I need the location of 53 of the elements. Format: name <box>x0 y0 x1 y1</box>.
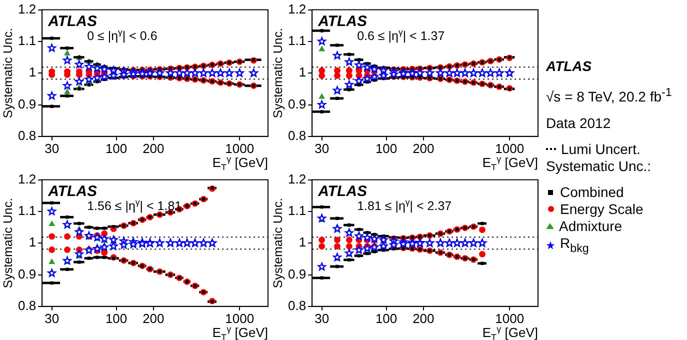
x-tick-label: 30 <box>44 140 60 156</box>
x-tick-label: 30 <box>314 140 330 156</box>
x-tick-label: 1000 <box>225 310 254 326</box>
y-tick-label: 0.9 <box>18 96 36 112</box>
y-axis-title: Systematic Unc. <box>1 198 15 288</box>
y-tick-label: 1 <box>298 64 306 80</box>
x-tick-label: 100 <box>105 140 128 156</box>
y-tick-label: 1.1 <box>288 203 306 218</box>
x-tick-label: 200 <box>412 140 434 156</box>
y-tick-label: 0.9 <box>288 96 306 112</box>
text: ATLAS <box>546 58 593 75</box>
x-tick-label: 1000 <box>495 140 524 156</box>
x-tick-label: 100 <box>105 310 128 326</box>
x-tick-label: 200 <box>142 140 164 156</box>
x-tick-label: 1000 <box>225 140 254 156</box>
y-axis-title: Systematic Unc. <box>271 28 285 118</box>
y-axis-title: Systematic Unc. <box>271 198 285 288</box>
x-tick-label: 100 <box>375 140 398 156</box>
y-tick-label: 1 <box>298 234 306 250</box>
x-tick-label: 30 <box>44 310 60 326</box>
y-tick-label: 0.9 <box>288 266 306 282</box>
y-tick-label: 1.1 <box>18 203 36 218</box>
legend-title: Systematic Unc.: <box>546 158 652 175</box>
annotation: ATLAS <box>47 12 97 30</box>
y-tick-label: 1.1 <box>18 33 36 48</box>
annotation: ATLAS <box>47 182 97 200</box>
text: √s = 8 TeV, 20.2 fb$^{-1}$ <box>546 85 673 106</box>
x-tick-label: 1000 <box>495 310 524 326</box>
x-tick-label: 30 <box>314 310 330 326</box>
legend-label: Admixture <box>559 218 622 235</box>
annotation: ATLAS <box>317 12 367 30</box>
y-tick-label: 1.2 <box>288 171 306 186</box>
y-tick-label: 1.2 <box>18 1 36 16</box>
y-tick-label: 1.1 <box>288 33 306 48</box>
x-tick-label: 200 <box>412 310 434 326</box>
y-tick-label: 0.8 <box>18 128 36 143</box>
y-tick-label: 1 <box>28 234 36 250</box>
y-tick-label: 0.8 <box>288 298 306 313</box>
y-tick-label: 1.2 <box>18 171 36 186</box>
y-tick-label: 1.2 <box>288 1 306 16</box>
legend-label: Combined <box>560 184 624 201</box>
legend-label: Energy Scale <box>560 200 644 218</box>
legend-label: R$_{bkg}$ <box>560 234 589 256</box>
annotation: ATLAS <box>317 182 367 200</box>
legend-label: Lumi Uncert. <box>561 140 640 158</box>
y-tick-label: 0.9 <box>18 266 36 282</box>
text: Data 2012 <box>546 114 612 132</box>
y-tick-label: 0.8 <box>18 298 36 313</box>
y-tick-label: 0.8 <box>288 128 306 143</box>
y-axis-title: Systematic Unc. <box>1 28 15 118</box>
x-tick-label: 100 <box>375 310 398 326</box>
x-tick-label: 200 <box>142 310 164 326</box>
y-tick-label: 1 <box>28 64 36 80</box>
